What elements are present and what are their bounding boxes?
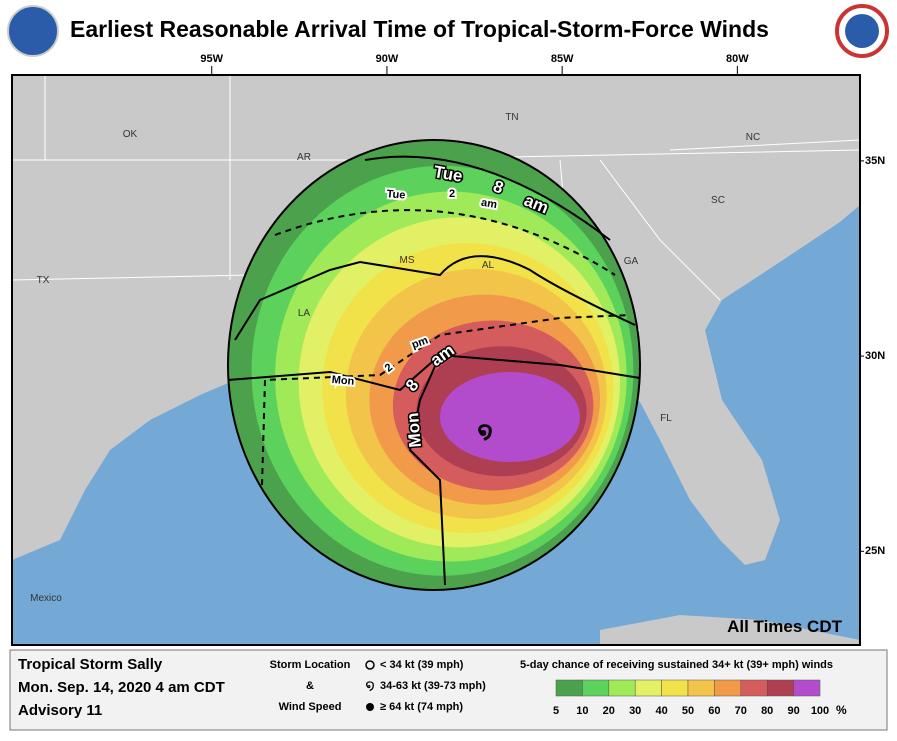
scale-swatch xyxy=(766,679,794,697)
legend-title: Storm Location xyxy=(270,659,351,671)
time-note: All Times CDT xyxy=(727,617,843,636)
scale-label: 20 xyxy=(603,705,615,717)
symbol-ts: ໑ xyxy=(365,677,375,694)
symbol-hurricane xyxy=(366,703,374,711)
lon-label: 85W xyxy=(551,53,574,65)
lon-label: 90W xyxy=(376,53,399,65)
place-label: AL xyxy=(482,260,495,271)
scale-swatch xyxy=(661,679,689,697)
scale-title: 5-day chance of receiving sustained 34+ … xyxy=(520,659,833,671)
scale-label: 50 xyxy=(682,705,694,717)
storm-symbol: ໑ xyxy=(477,417,492,444)
title: Earliest Reasonable Arrival Time of Trop… xyxy=(70,16,769,42)
place-label: LA xyxy=(298,308,311,319)
scale-swatch xyxy=(608,679,636,697)
probability-swath xyxy=(227,139,641,591)
contour-label: Mon xyxy=(331,374,355,388)
legend-item: < 34 kt (39 mph) xyxy=(380,659,464,671)
scale-label: 90 xyxy=(787,705,799,717)
nws-logo-inner xyxy=(845,14,879,48)
symbol-weak xyxy=(365,660,375,670)
place-label: TN xyxy=(505,112,518,123)
scale-swatch xyxy=(634,679,662,697)
contour-label: pm xyxy=(410,334,430,351)
place-label: MS xyxy=(400,255,415,266)
legend-title: & xyxy=(306,680,314,692)
scale-label: 30 xyxy=(629,705,641,717)
contour-label: am xyxy=(480,197,498,212)
noaa-logo xyxy=(7,5,59,57)
swath-band xyxy=(440,372,580,462)
lat-label: 25N xyxy=(865,545,885,557)
place-label: NC xyxy=(746,132,760,143)
place-label: OK xyxy=(123,129,138,140)
scale-label: 100 xyxy=(811,705,829,717)
lon-label: 95W xyxy=(200,53,223,65)
contour-label: 2 xyxy=(449,188,455,200)
storm-time: Mon. Sep. 14, 2020 4 am CDT xyxy=(18,679,225,696)
scale-label: 40 xyxy=(655,705,667,717)
cuba xyxy=(600,615,860,645)
place-label: SC xyxy=(711,195,725,206)
legend-item: 34-63 kt (39-73 mph) xyxy=(380,680,486,692)
scale-swatch xyxy=(740,679,768,697)
scale-swatch xyxy=(793,679,821,697)
scale-label: 5 xyxy=(553,705,559,717)
scale-unit: % xyxy=(836,703,847,717)
lat-label: 30N xyxy=(865,350,885,362)
scale-swatch xyxy=(582,679,610,697)
lat-label: 35N xyxy=(865,155,885,167)
place-label: GA xyxy=(624,256,639,267)
place-label: FL xyxy=(660,413,672,424)
place-label: TX xyxy=(37,275,50,286)
place-label: AR xyxy=(297,152,311,163)
storm-name: Tropical Storm Sally xyxy=(18,656,163,673)
scale-swatch xyxy=(555,679,583,697)
scale-label: 70 xyxy=(735,705,747,717)
scale-label: 60 xyxy=(708,705,720,717)
advisory: Advisory 11 xyxy=(18,702,102,719)
legend-item: ≥ 64 kt (74 mph) xyxy=(380,701,463,713)
scale-label: 10 xyxy=(576,705,588,717)
map-frame xyxy=(11,74,861,646)
contour-lines xyxy=(227,155,641,586)
scale-label: 80 xyxy=(761,705,773,717)
legend-title: Wind Speed xyxy=(279,701,342,713)
scale-swatch xyxy=(714,679,742,697)
contour-label: Tue xyxy=(386,188,406,202)
contour-label: Mon xyxy=(403,412,425,448)
lon-label: 80W xyxy=(726,53,749,65)
place-label: Mexico xyxy=(30,593,62,604)
scale-swatch xyxy=(687,679,715,697)
